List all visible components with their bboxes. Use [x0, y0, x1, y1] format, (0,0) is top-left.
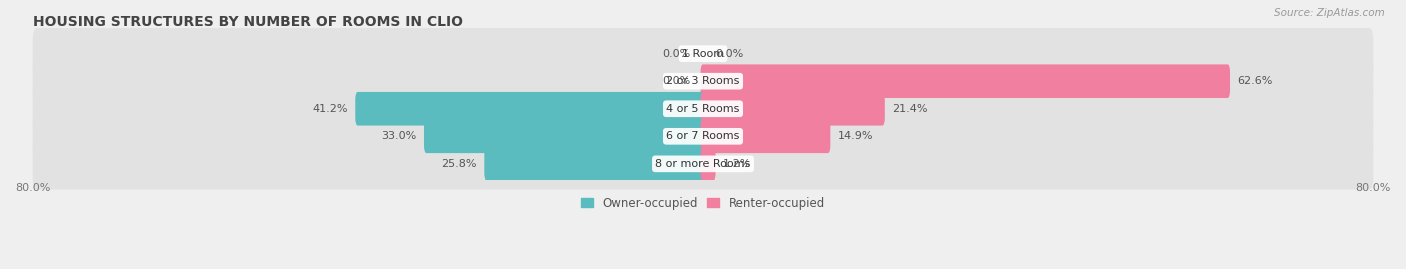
- Text: 1 Room: 1 Room: [682, 49, 724, 59]
- FancyBboxPatch shape: [32, 111, 1374, 162]
- Text: 0.0%: 0.0%: [716, 49, 744, 59]
- Text: HOUSING STRUCTURES BY NUMBER OF ROOMS IN CLIO: HOUSING STRUCTURES BY NUMBER OF ROOMS IN…: [32, 15, 463, 29]
- FancyBboxPatch shape: [700, 64, 1230, 98]
- FancyBboxPatch shape: [32, 138, 1374, 189]
- Text: 62.6%: 62.6%: [1237, 76, 1272, 86]
- Text: 6 or 7 Rooms: 6 or 7 Rooms: [666, 131, 740, 141]
- FancyBboxPatch shape: [356, 92, 706, 126]
- Legend: Owner-occupied, Renter-occupied: Owner-occupied, Renter-occupied: [576, 192, 830, 215]
- Text: 33.0%: 33.0%: [381, 131, 416, 141]
- Text: 2 or 3 Rooms: 2 or 3 Rooms: [666, 76, 740, 86]
- Text: 0.0%: 0.0%: [662, 49, 690, 59]
- FancyBboxPatch shape: [32, 83, 1374, 134]
- FancyBboxPatch shape: [32, 56, 1374, 107]
- Text: Source: ZipAtlas.com: Source: ZipAtlas.com: [1274, 8, 1385, 18]
- FancyBboxPatch shape: [700, 92, 884, 126]
- Text: 41.2%: 41.2%: [312, 104, 347, 114]
- FancyBboxPatch shape: [32, 28, 1374, 79]
- Text: 8 or more Rooms: 8 or more Rooms: [655, 159, 751, 169]
- FancyBboxPatch shape: [484, 147, 706, 181]
- Text: 25.8%: 25.8%: [441, 159, 477, 169]
- FancyBboxPatch shape: [425, 119, 706, 153]
- FancyBboxPatch shape: [700, 147, 716, 181]
- Text: 1.2%: 1.2%: [723, 159, 751, 169]
- Text: 0.0%: 0.0%: [662, 76, 690, 86]
- Text: 14.9%: 14.9%: [838, 131, 873, 141]
- Text: 4 or 5 Rooms: 4 or 5 Rooms: [666, 104, 740, 114]
- FancyBboxPatch shape: [700, 119, 831, 153]
- Text: 21.4%: 21.4%: [893, 104, 928, 114]
